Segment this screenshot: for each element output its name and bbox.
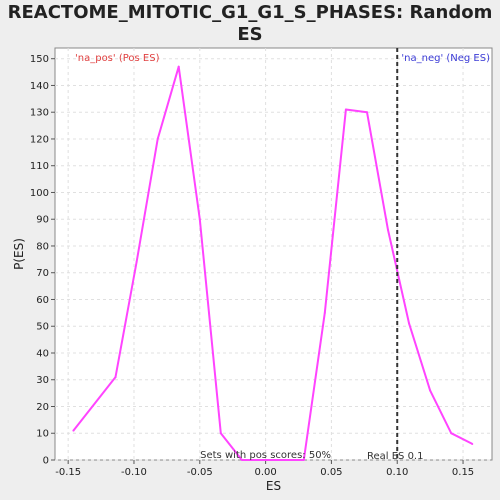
y-tick-label: 50 (36, 322, 49, 333)
data-point (219, 432, 222, 435)
y-tick-label: 150 (30, 54, 49, 65)
plot-area (54, 47, 493, 461)
y-axis-label: P(ES) (12, 238, 26, 270)
data-point (323, 311, 326, 314)
x-tick-label: 0.15 (452, 467, 474, 478)
data-point (114, 376, 117, 379)
data-point (261, 459, 264, 461)
y-tick-label: 130 (30, 108, 49, 119)
x-tick-label: 0.00 (254, 467, 276, 478)
data-point (408, 322, 411, 325)
x-tick-label: -0.05 (187, 467, 213, 478)
grid (55, 48, 492, 461)
data-point (135, 261, 138, 264)
axes: 0 10 20 30 40 50 60 70 80 90 100 110 120 130 140 150 -0.… (30, 54, 474, 478)
y-tick-label: 110 (30, 161, 49, 172)
data-point (156, 137, 159, 140)
x-tick-label: 0.10 (386, 467, 408, 478)
y-tick-label: 30 (36, 375, 49, 386)
real-es-label: Real ES 0.1 (367, 451, 423, 462)
series-layer (72, 48, 474, 461)
data-point (198, 218, 201, 221)
data-point (450, 432, 453, 435)
data-point (283, 459, 286, 461)
y-tick-label: 90 (36, 215, 49, 226)
data-point (365, 111, 368, 114)
data-point (344, 108, 347, 111)
y-tick-label: 40 (36, 348, 49, 359)
neg-es-label: 'na_neg' (Neg ES) (401, 53, 490, 64)
x-tick-label: -0.15 (55, 467, 81, 478)
y-tick-label: 60 (36, 295, 49, 306)
data-point (302, 459, 305, 461)
y-tick-label: 70 (36, 268, 49, 279)
sets-pos-scores-label: Sets with pos scores: 50% (200, 450, 331, 461)
annotations: 'na_pos' (Pos ES) 'na_neg' (Neg ES) Sets… (75, 53, 490, 462)
y-tick-label: 0 (43, 456, 49, 467)
data-point (177, 65, 180, 68)
data-point (72, 429, 75, 432)
pos-es-label: 'na_pos' (Pos ES) (75, 53, 160, 64)
x-tick-label: 0.05 (320, 467, 342, 478)
y-tick-label: 140 (30, 81, 49, 92)
chart-title-line1: REACTOME_MITOTIC_G1_G1_S_PHASES: Random … (7, 2, 493, 45)
data-point (471, 442, 474, 445)
x-tick-label: -0.10 (121, 467, 147, 478)
data-point (387, 228, 390, 231)
data-point (240, 459, 243, 461)
y-tick-label: 100 (30, 188, 49, 199)
y-tick-label: 120 (30, 134, 49, 145)
data-point (429, 389, 432, 392)
y-tick-label: 80 (36, 241, 49, 252)
y-tick-label: 10 (36, 429, 49, 440)
x-axis-label: ES (266, 479, 281, 493)
y-tick-label: 20 (36, 402, 49, 413)
